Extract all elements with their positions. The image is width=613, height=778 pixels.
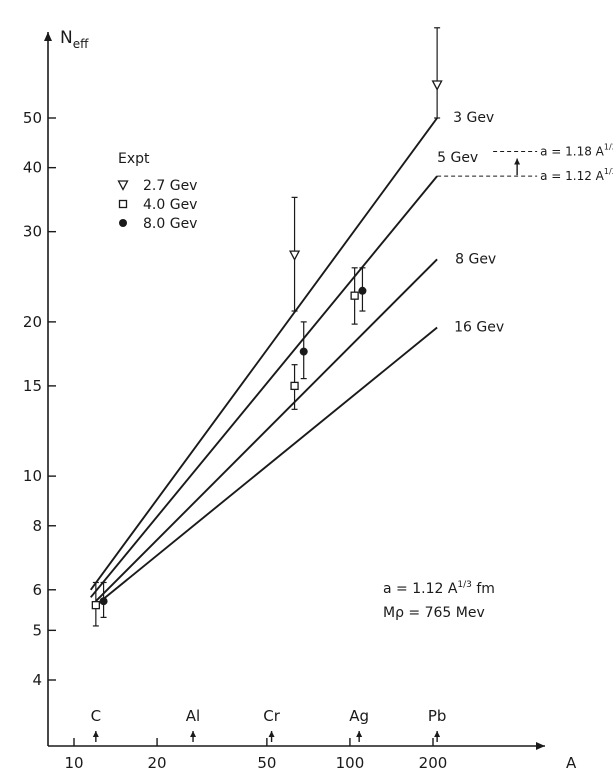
nucleus-label: Al [186,707,200,725]
theory-line [95,326,438,606]
x-tick-label: 20 [148,754,167,772]
y-tick-label: 20 [23,313,42,331]
legend-label: 2.7 Gev [143,178,197,194]
data-point [358,286,367,295]
axes [44,32,545,750]
nucleus-label: C [91,707,101,725]
y-tick-label: 4 [32,671,42,689]
theory-line [95,258,438,602]
y-tick-label: 30 [23,223,42,241]
data-point [91,600,100,610]
bracket-lower-label: a = 1.12 A1/3 fm [540,167,613,183]
legend-label: 8.0 Gev [143,216,197,232]
annotation-mass: Mρ = 765 Mev [383,605,485,621]
nucleus-markers: C Al Cr Ag Pb [91,707,447,742]
radius-bracket: a = 1.18 A1/3 fm a = 1.12 A1/3 fm [437,143,613,183]
legend: Expt 2.7 Gev 4.0 Gev 8.0 Gev [117,151,197,232]
y-tick-label: 15 [23,377,42,395]
data-point [299,347,308,356]
x-tick-label: 50 [257,754,276,772]
y-axis-label: Neff [60,28,89,51]
x-tick-label: 100 [336,754,365,772]
y-tick-label: 10 [23,467,42,485]
theory-line-label: 16 Gev [454,320,504,336]
theory-line-label: 8 Gev [455,251,496,267]
y-tick-label: 8 [32,517,42,535]
x-ticks: 10 20 50 100 200 [64,738,447,772]
data-point [99,597,108,606]
annotation-radius: a = 1.12 A1/3 fm [383,580,495,597]
theory-line [90,175,438,598]
data-point [350,291,359,300]
bracket-upper-label: a = 1.18 A1/3 fm [540,143,613,159]
legend-marker [119,219,127,227]
nucleus-label: Cr [263,707,280,725]
y-tick-label: 50 [23,109,42,127]
data-point [288,250,301,261]
theory-lines: 3 Gev 5 Gev 8 Gev 16 Gev [89,110,504,606]
legend-marker [117,180,129,191]
theory-line-label: 3 Gev [453,110,494,126]
nucleus-label: Pb [428,707,447,725]
annotation: a = 1.12 A1/3 fm Mρ = 765 Mev [383,580,495,621]
nucleus-label: Ag [349,707,369,725]
data-point [431,80,443,91]
y-tick-label: 6 [32,581,42,599]
theory-line [89,117,438,591]
x-axis-label: A [566,754,577,772]
theory-line-label: 5 Gev [437,150,478,166]
data-points [91,27,443,627]
legend-title: Expt [118,151,150,167]
y-tick-label: 40 [23,159,42,177]
legend-label: 4.0 Gev [143,197,197,213]
y-ticks: 4 5 6 8 10 15 20 30 40 50 [23,109,56,689]
data-point [290,381,299,391]
y-tick-label: 5 [32,621,42,639]
x-tick-label: 10 [64,754,83,772]
x-tick-label: 200 [419,754,448,772]
legend-marker [118,199,128,209]
